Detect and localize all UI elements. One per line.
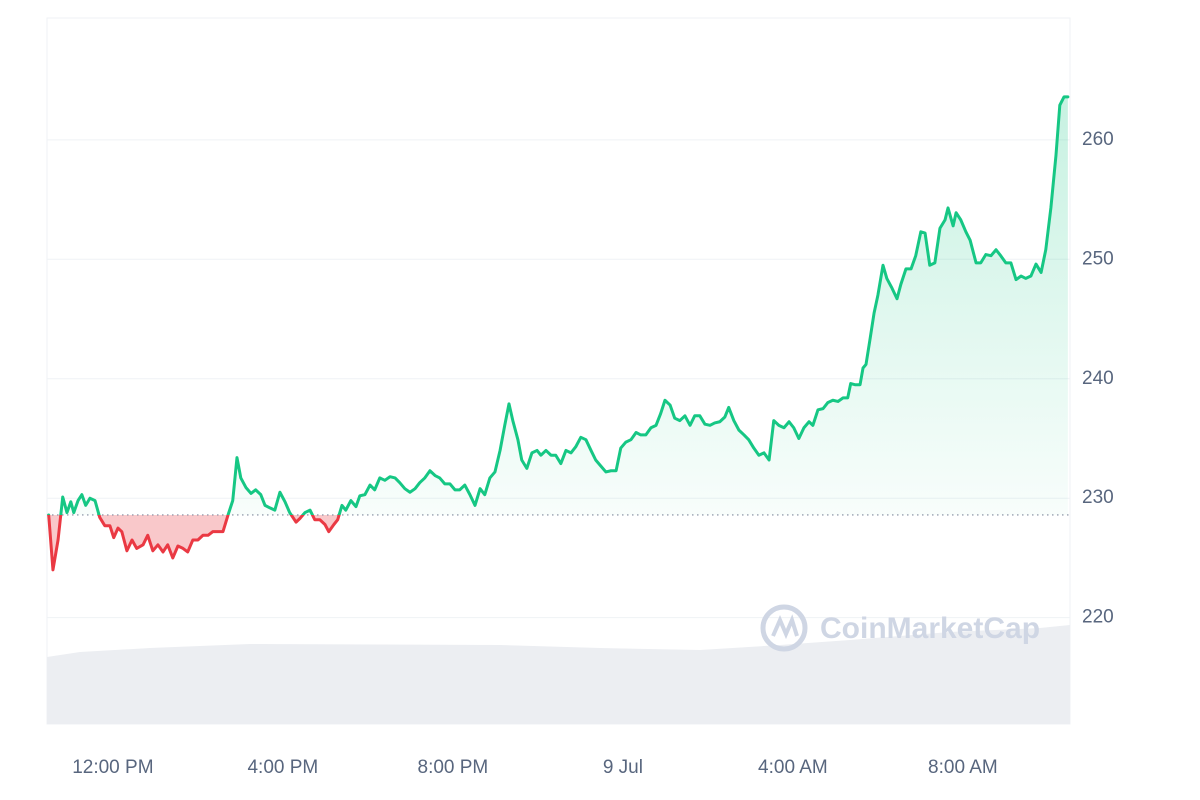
x-tick-label: 9 Jul (603, 757, 643, 778)
watermark-logo-mark (771, 614, 799, 640)
watermark-text: CoinMarketCap (820, 612, 1040, 645)
y-tick-label: 250 (1082, 248, 1114, 269)
x-tick-label: 8:00 AM (928, 757, 998, 778)
y-tick-label: 240 (1082, 368, 1114, 389)
volume-backdrop (47, 625, 1070, 724)
watermark: CoinMarketCap (760, 604, 1040, 652)
x-tick-label: 4:00 PM (247, 757, 318, 778)
x-tick-label: 8:00 PM (418, 757, 489, 778)
y-tick-label: 260 (1082, 129, 1114, 150)
x-tick-label: 4:00 AM (758, 757, 828, 778)
price-area (48, 96, 1068, 570)
x-tick-label: 12:00 PM (72, 757, 153, 778)
y-tick-label: 220 (1082, 607, 1114, 628)
watermark-logo (760, 604, 808, 652)
price-line (47, 95, 1070, 572)
y-tick-label: 230 (1082, 487, 1114, 508)
